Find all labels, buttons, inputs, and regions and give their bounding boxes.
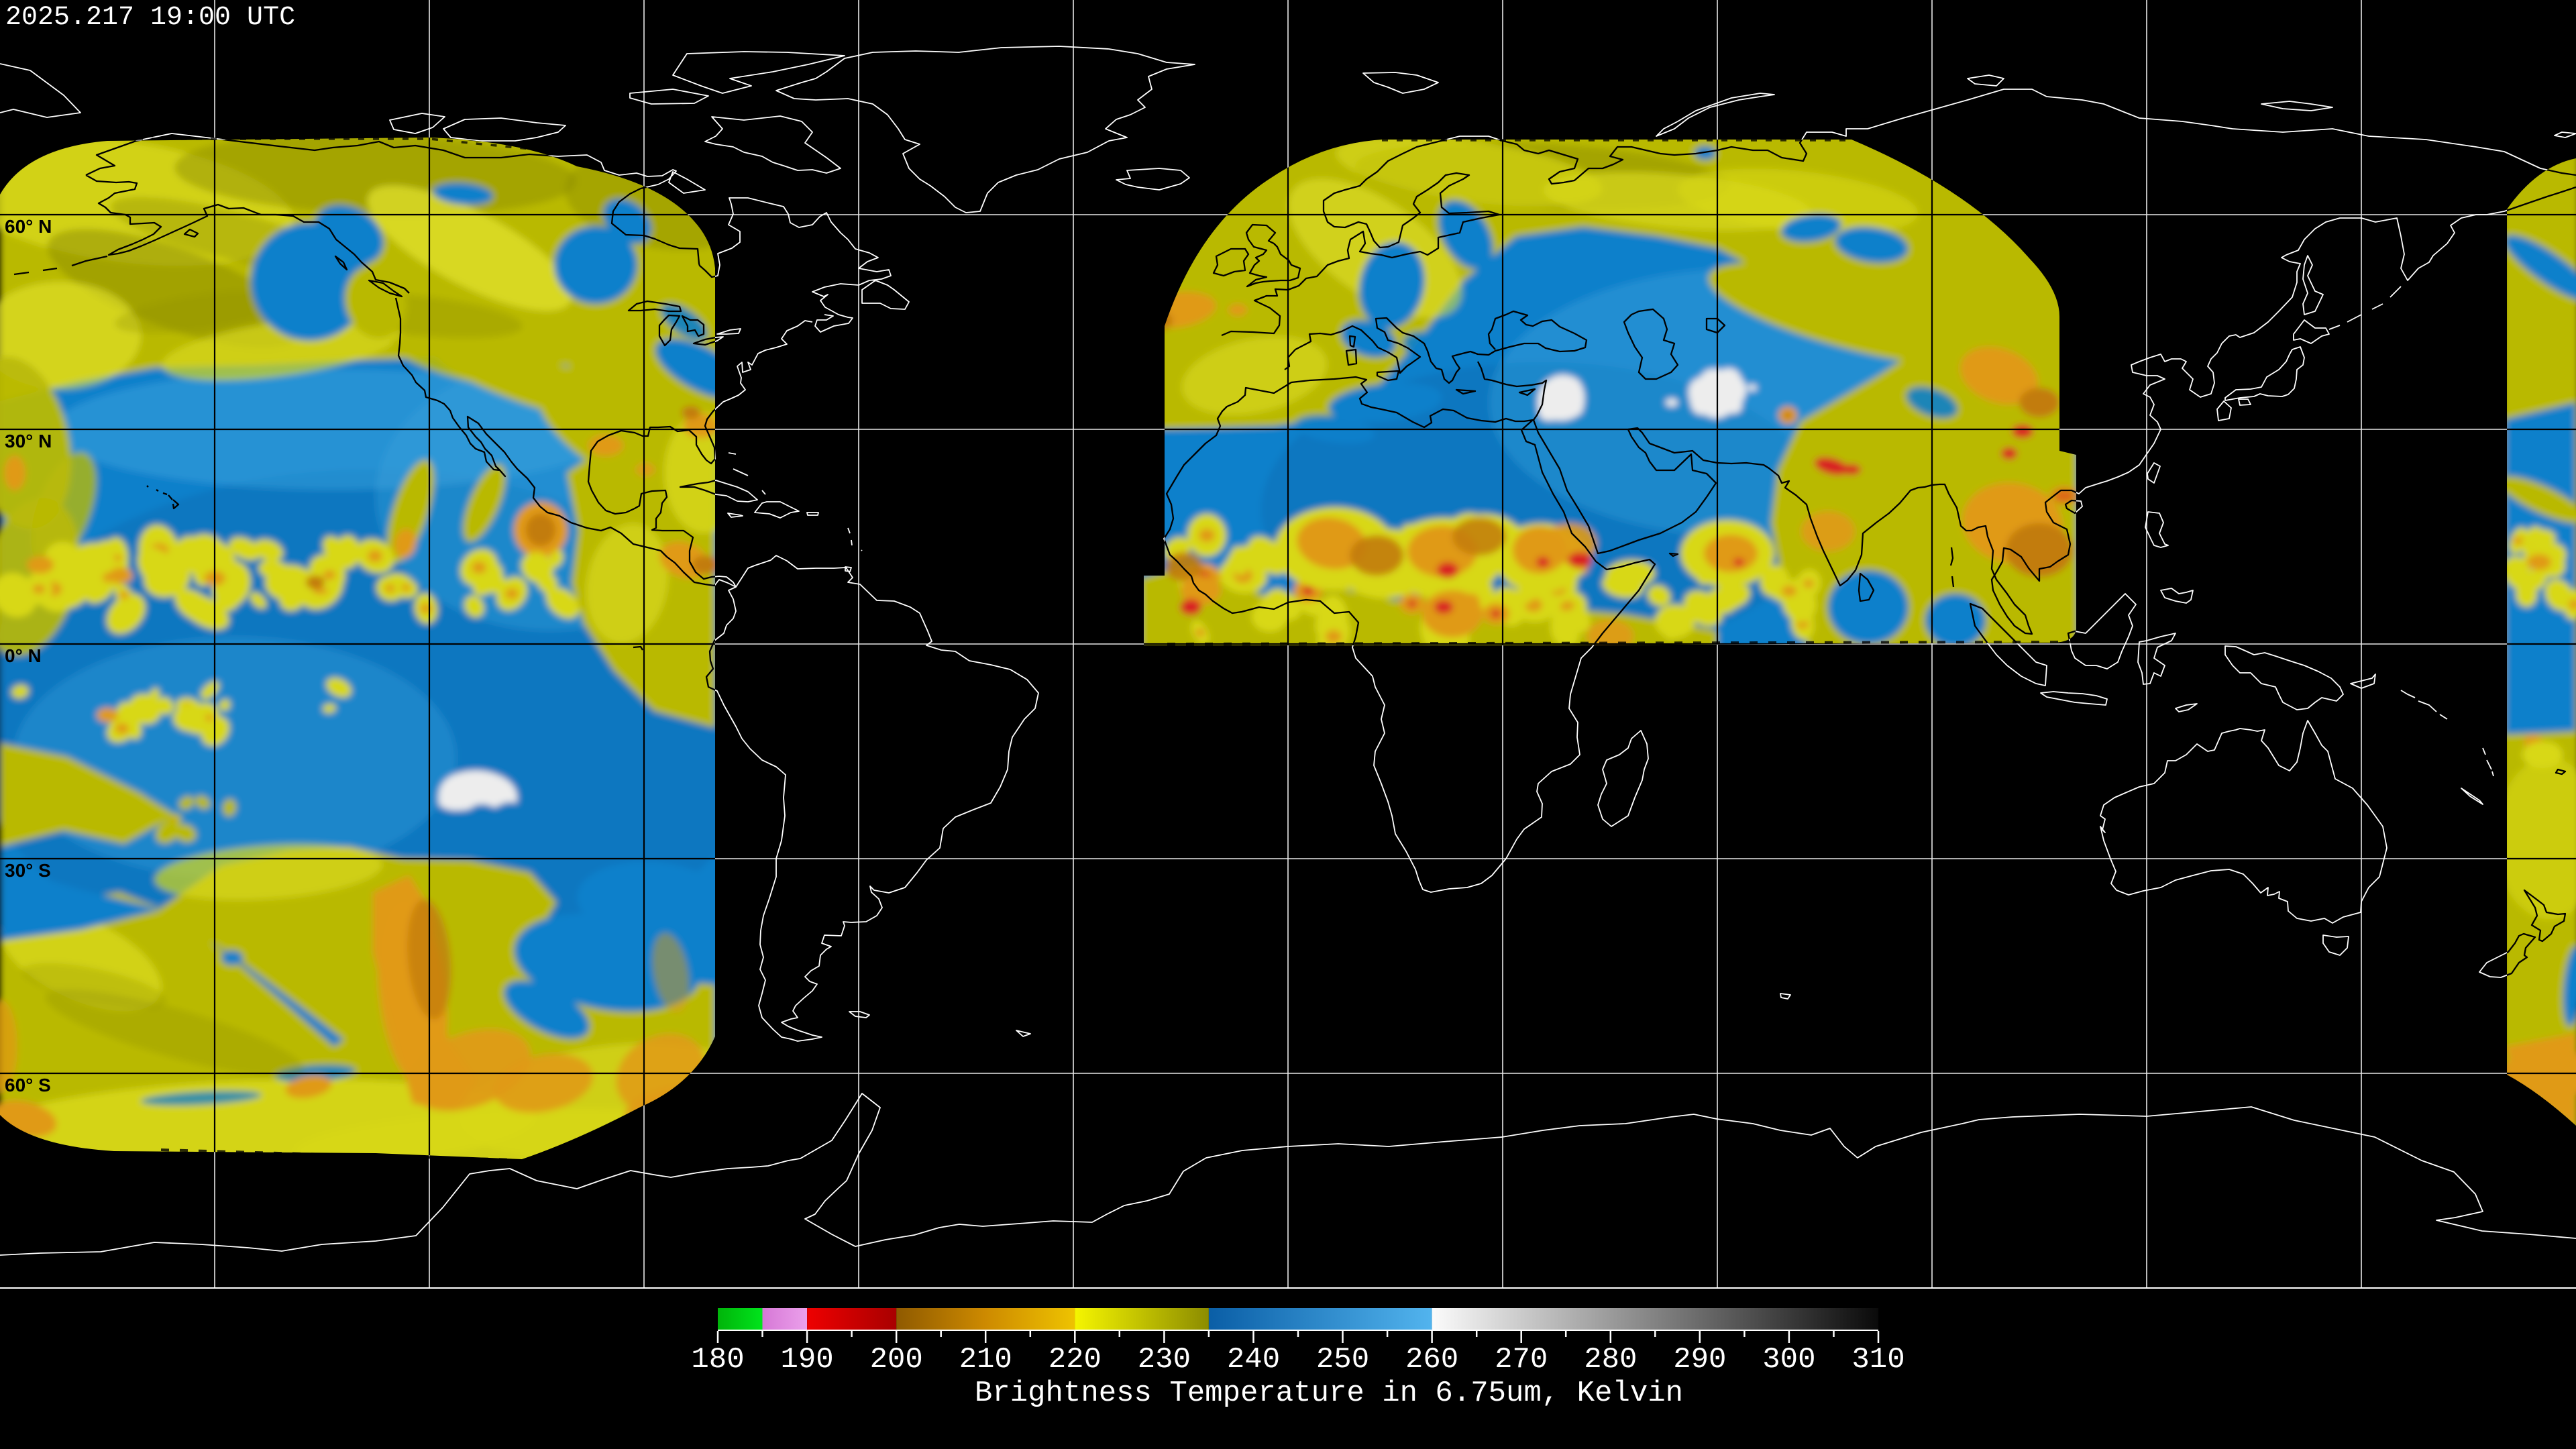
svg-text:60° N: 60° N bbox=[5, 216, 52, 237]
svg-text:30° N: 30° N bbox=[5, 431, 52, 451]
svg-text:60° S: 60° S bbox=[5, 1075, 51, 1095]
svg-text:260: 260 bbox=[1405, 1343, 1458, 1377]
svg-text:180: 180 bbox=[691, 1343, 744, 1377]
svg-text:190: 190 bbox=[780, 1343, 833, 1377]
svg-text:280: 280 bbox=[1584, 1343, 1637, 1377]
svg-text:250: 250 bbox=[1316, 1343, 1369, 1377]
svg-text:210: 210 bbox=[959, 1343, 1012, 1377]
svg-text:30° S: 30° S bbox=[5, 860, 51, 881]
svg-text:300: 300 bbox=[1762, 1343, 1815, 1377]
svg-text:200: 200 bbox=[870, 1343, 923, 1377]
svg-text:2025.217 19:00 UTC: 2025.217 19:00 UTC bbox=[5, 3, 295, 33]
svg-text:290: 290 bbox=[1673, 1343, 1726, 1377]
svg-text:240: 240 bbox=[1227, 1343, 1280, 1377]
svg-text:220: 220 bbox=[1049, 1343, 1102, 1377]
svg-text:310: 310 bbox=[1851, 1343, 1904, 1377]
svg-text:Brightness Temperature in 6.75: Brightness Temperature in 6.75um, Kelvin bbox=[975, 1377, 1683, 1410]
svg-text:230: 230 bbox=[1138, 1343, 1191, 1377]
svg-text:0° N: 0° N bbox=[5, 645, 42, 666]
svg-text:270: 270 bbox=[1495, 1343, 1548, 1377]
